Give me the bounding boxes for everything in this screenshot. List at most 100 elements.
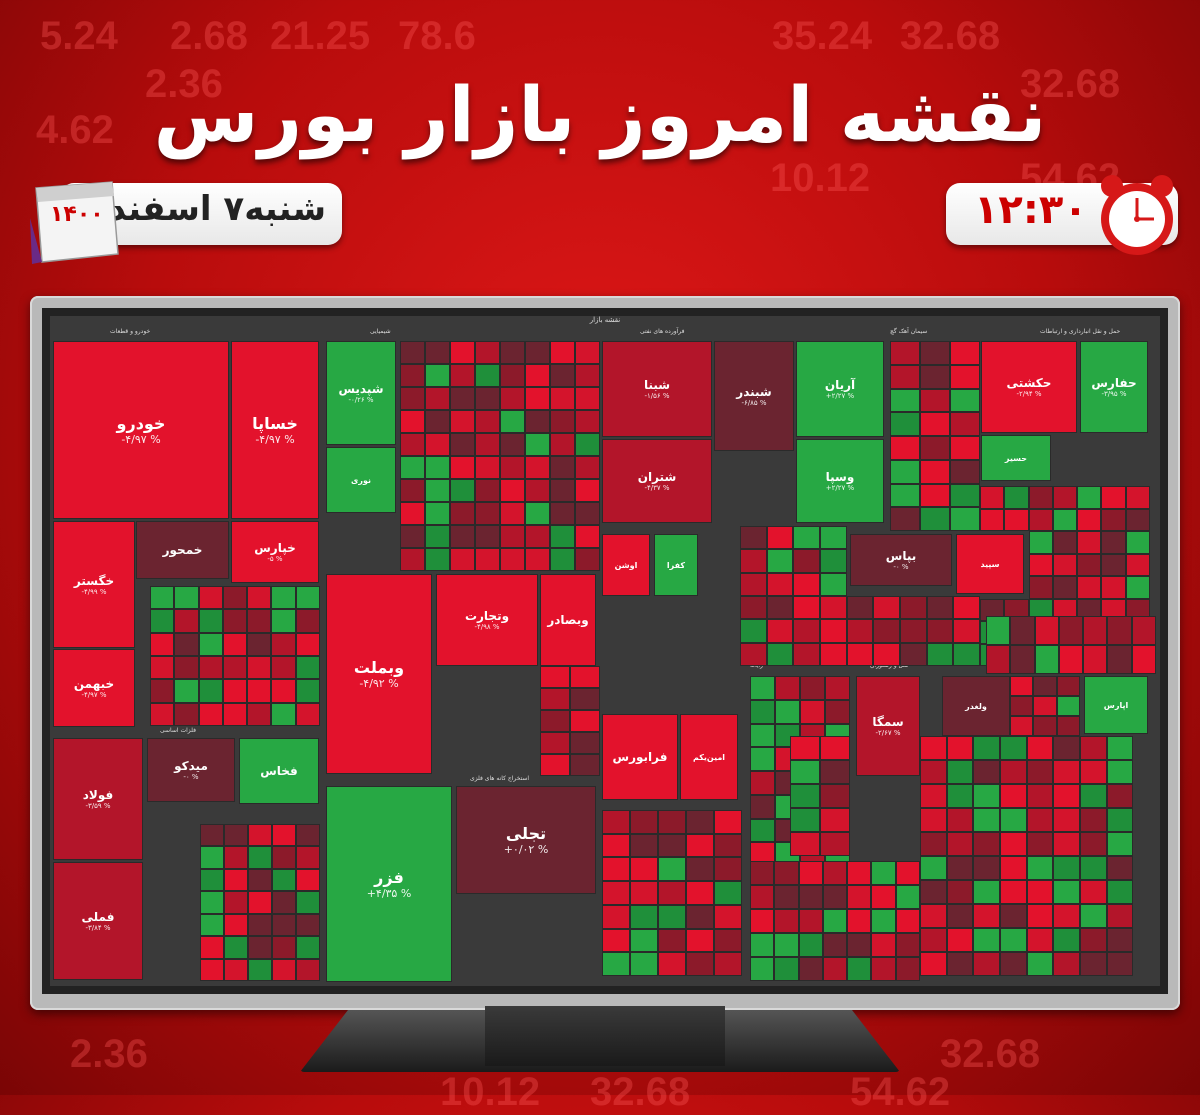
- time-text: ۱۲:۳۰: [974, 187, 1088, 233]
- treemap-tile-small: [247, 609, 272, 633]
- treemap-tile-small: [1101, 553, 1126, 576]
- treemap-tile-small: [1053, 880, 1080, 904]
- treemap-tile-small: [1053, 832, 1080, 856]
- treemap-tile-small: [658, 857, 686, 881]
- treemap-tile-small: [950, 483, 980, 508]
- treemap-tile-small: [550, 341, 575, 364]
- treemap-tile-small: [658, 809, 686, 834]
- treemap-tile-small: [295, 679, 320, 703]
- treemap-tile-small: [224, 936, 248, 959]
- treemap-tile-small: [973, 784, 1000, 808]
- treemap-tile-small: [1080, 880, 1107, 904]
- treemap-tile-small: [198, 702, 223, 726]
- treemap-tile-small: [575, 410, 600, 433]
- treemap-tile-small: [798, 885, 823, 909]
- treemap-tile-small: [500, 341, 525, 364]
- treemap-tile-small: [871, 885, 896, 909]
- treemap-tile-small: [822, 885, 848, 909]
- treemap-tile-small: [174, 702, 199, 726]
- treemap-tile-small: [686, 833, 714, 858]
- tile-symbol: نوری: [351, 475, 371, 485]
- treemap-tile-small: [946, 904, 974, 928]
- treemap-tile-small: [602, 809, 630, 834]
- tile-symbol: خبهمن: [73, 677, 115, 691]
- treemap-tile-small: [895, 861, 920, 885]
- tile-percent: -۶/۸۵ %: [741, 399, 767, 407]
- treemap-tile-small: [1000, 904, 1027, 928]
- treemap-tile-small: [500, 548, 525, 571]
- treemap-tile-small: [873, 596, 900, 620]
- treemap-tile-small: [400, 364, 425, 387]
- treemap-tile-small: [1053, 784, 1080, 808]
- treemap-tile-small: [1000, 736, 1027, 760]
- treemap-tile-small: [766, 596, 794, 620]
- tile-symbol: ولغدر: [965, 701, 987, 711]
- treemap-tile-small: [475, 548, 500, 571]
- treemap-tile-small: [798, 861, 823, 885]
- tile-symbol: خودرو: [116, 414, 166, 433]
- treemap-tile-small: [248, 958, 272, 981]
- treemap-tile-small: [820, 808, 850, 832]
- treemap-tile-small: [525, 479, 550, 502]
- treemap-tile-small: [575, 479, 600, 502]
- treemap-tile-small: [1026, 736, 1054, 760]
- treemap-tile-small: [820, 642, 847, 666]
- treemap-tile-small: [198, 679, 223, 703]
- treemap-tile-small: [1106, 928, 1134, 952]
- treemap-tile-small: [550, 387, 575, 410]
- treemap-tile-small: [820, 572, 847, 596]
- treemap-tile-small: [425, 479, 450, 502]
- treemap-tile-small: [272, 868, 296, 891]
- treemap-tile-small: [224, 846, 248, 869]
- treemap-tile-small: [890, 388, 920, 413]
- treemap-tile-small: [820, 619, 847, 643]
- treemap-tile-small: [920, 856, 947, 880]
- treemap-tile-small: [953, 642, 980, 666]
- treemap-tile: تجلی +۰/۰۲ %: [456, 786, 596, 894]
- treemap-tile-small: [248, 891, 272, 914]
- treemap-tile-small: [766, 619, 794, 643]
- treemap-tile-small: [1010, 616, 1035, 645]
- tile-percent: -۳/۵۹ %: [85, 802, 111, 810]
- treemap-tile-small: [525, 502, 550, 525]
- treemap-tile-small: [1052, 553, 1078, 576]
- treemap-tile-small: [1026, 928, 1054, 952]
- treemap-tile-small: [475, 387, 500, 410]
- treemap-tile-small: [1053, 808, 1080, 832]
- treemap-tile-small: [1010, 716, 1034, 736]
- treemap-tile-small: [1056, 696, 1080, 716]
- treemap-tile-small: [1052, 508, 1078, 531]
- treemap-tile-small: [500, 387, 525, 410]
- treemap-tile-small: [475, 456, 500, 479]
- treemap-tile-small: [895, 933, 920, 957]
- treemap-tile-small: [272, 936, 296, 959]
- treemap-tile-small: [980, 486, 1005, 509]
- treemap-tile-small: [1077, 508, 1102, 531]
- background-number: 2.68: [170, 14, 248, 58]
- treemap-tile-small: [900, 642, 927, 666]
- treemap-tile-small: [950, 341, 980, 365]
- treemap-tile-small: [1106, 904, 1134, 928]
- treemap-tile-small: [575, 548, 600, 571]
- sector-label: خودرو و قطعات: [110, 328, 151, 335]
- treemap-tile-small: [1106, 784, 1134, 808]
- treemap-tile-small: [825, 676, 850, 700]
- treemap-tile-small: [1004, 486, 1029, 509]
- treemap-tile: امین‌یکم: [680, 714, 738, 800]
- treemap-tile-small: [920, 832, 947, 856]
- treemap-tile-small: [1101, 576, 1126, 599]
- treemap-tile-small: [1056, 676, 1080, 696]
- treemap-tile-small: [950, 412, 980, 436]
- treemap-tile-small: [525, 456, 550, 479]
- treemap-tile-small: [1106, 760, 1134, 784]
- treemap-tile-small: [1053, 904, 1080, 928]
- treemap-tile-small: [973, 760, 1000, 784]
- treemap-tile-small: [150, 586, 175, 610]
- treemap-tile-small: [953, 596, 980, 620]
- treemap-tile-small: [775, 676, 800, 700]
- treemap-tile-small: [540, 666, 570, 688]
- treemap-tile-small: [920, 736, 947, 760]
- treemap-tile-small: [400, 548, 425, 571]
- treemap-tile-small: [500, 410, 525, 433]
- treemap-tile-small: [222, 609, 248, 633]
